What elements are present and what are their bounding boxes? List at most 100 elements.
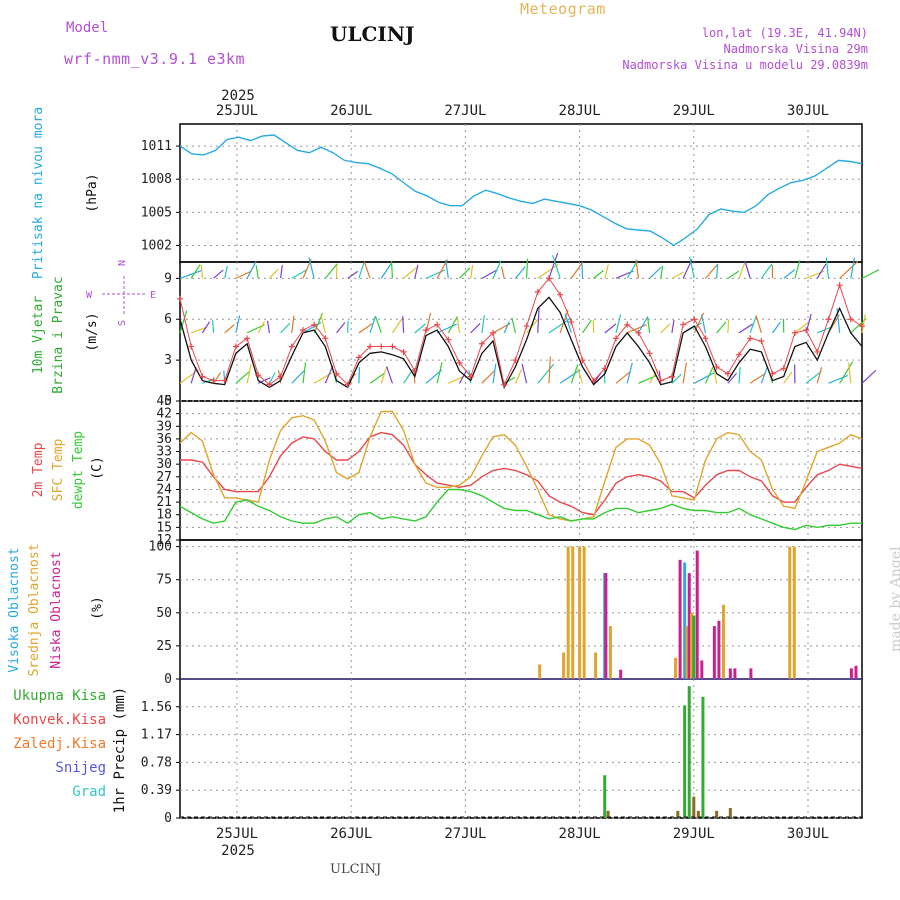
wind-arrow: [850, 257, 856, 279]
y-tick-label: 42: [156, 407, 172, 422]
y-tick-label: 1005: [141, 205, 172, 220]
wind-arrow: [511, 317, 516, 333]
wind-arrow: [246, 364, 252, 384]
cloud-bar: [728, 668, 732, 679]
wind-axis-label: 10m Vjetar: [31, 296, 46, 374]
y-tick-label: 9: [164, 271, 172, 286]
wind-arrow: [200, 265, 203, 279]
compass-south: S: [117, 320, 128, 326]
wind-gust-marker: [490, 329, 497, 336]
wind-arrow: [320, 314, 326, 334]
bottom-x-tick-label: 28JUL: [559, 826, 601, 842]
wind-gust-marker: [769, 370, 776, 377]
wind-arrow: [470, 265, 474, 279]
wind-arrow: [816, 367, 823, 384]
precip-bar: [701, 696, 705, 818]
wind-arrow: [635, 259, 639, 279]
cloud-bar: [685, 626, 689, 679]
wind-gust-marker: [232, 343, 239, 350]
precip-bar: [696, 810, 700, 818]
top-x-tick-label: 29JUL: [673, 103, 715, 119]
elevation-label: Nadmorska Visina 29m: [723, 42, 869, 56]
wind-gust-marker: [445, 336, 452, 343]
wind-gust-marker: [534, 288, 541, 295]
cloud-bar: [608, 626, 612, 679]
wind-arrow: [525, 258, 529, 279]
wind-arrow: [744, 260, 751, 279]
wind-arrow: [816, 263, 827, 279]
wind-gust-marker: [355, 354, 362, 361]
y-tick-label: 45: [156, 394, 172, 409]
wind-arrow: [492, 260, 502, 279]
wind-arrow: [190, 264, 201, 279]
precip-bar: [676, 810, 680, 818]
wind-arrow: [235, 315, 241, 333]
pressure-line: [179, 134, 863, 247]
cloud-bar: [854, 665, 858, 679]
cloud-bar: [562, 652, 566, 679]
wind-gust-marker: [814, 348, 821, 355]
wind-arrow: [749, 372, 766, 384]
wind-arrow: [839, 361, 854, 384]
wind-arrow: [783, 371, 793, 384]
wind-arrow: [727, 372, 738, 384]
wind-arrow: [660, 265, 664, 279]
wind-gust-marker: [680, 321, 687, 328]
wind-arrow: [436, 362, 443, 384]
wind-gust-marker: [601, 365, 608, 372]
wind-arrow: [825, 257, 830, 279]
dewpt-line: [179, 488, 862, 531]
sfctemp-axis-label: SFC Temp: [51, 439, 66, 502]
y-tick-label: 27: [156, 470, 172, 485]
wind-arrow: [689, 256, 695, 279]
wind-gust-marker: [288, 343, 295, 350]
top-x-tick-label: 26JUL: [330, 103, 372, 119]
wind-gust-marker: [400, 348, 407, 355]
wind-arrow: [235, 270, 253, 279]
precip-bar: [683, 705, 687, 818]
y-tick-label: 1008: [141, 172, 172, 187]
top-year-label: 2025: [221, 88, 255, 104]
wind-gust-marker: [758, 338, 765, 345]
wind-unit-label: (m/s): [85, 312, 100, 351]
panel-frame: [179, 123, 863, 263]
wind-gust-marker: [724, 370, 731, 377]
y-tick-label: 0: [164, 672, 172, 687]
compass-west: W: [86, 290, 93, 301]
wind-gust-marker: [210, 377, 217, 384]
wind-arrow: [713, 369, 718, 384]
y-tick-label: 1.56: [141, 700, 172, 715]
wind-gust-marker: [478, 340, 485, 347]
cloud-bar: [687, 573, 691, 679]
wind-arrow: [671, 271, 684, 279]
panel-frame: [179, 539, 863, 680]
wind-arrow: [447, 316, 458, 334]
wind-arrow: [268, 372, 276, 384]
precip-bar: [715, 810, 719, 818]
cloud-bar: [849, 668, 853, 679]
wind-arrow: [224, 265, 228, 279]
wind-gust-marker: [791, 329, 798, 336]
wind-arrow: [470, 323, 481, 334]
wind-arrow: [492, 363, 497, 384]
wind-gust-marker: [344, 381, 351, 388]
wind-gust-marker: [859, 323, 865, 330]
wind-gust-marker: [646, 350, 653, 357]
cloud-bar: [712, 626, 716, 679]
cloud-bar: [578, 546, 582, 679]
wind-gust-marker: [501, 381, 508, 388]
wind-arrow: [179, 310, 188, 334]
wind-gust-marker: [747, 335, 754, 342]
wind-arrow: [552, 255, 561, 279]
wind-arrow: [647, 316, 651, 333]
wind-arrow: [257, 320, 266, 334]
wind-arrow: [727, 270, 740, 279]
cloud-unit-label: (%): [90, 596, 105, 619]
cloud-bar: [692, 615, 696, 679]
precip-axis-label: 1hr Precip (mm): [112, 687, 128, 813]
wind-gust-marker: [557, 291, 564, 298]
wind-arrow: [861, 314, 866, 333]
top-x-tick-label: 25JUL: [216, 103, 258, 119]
y-tick-label: 75: [156, 573, 172, 588]
wind-arrow: [704, 365, 714, 384]
